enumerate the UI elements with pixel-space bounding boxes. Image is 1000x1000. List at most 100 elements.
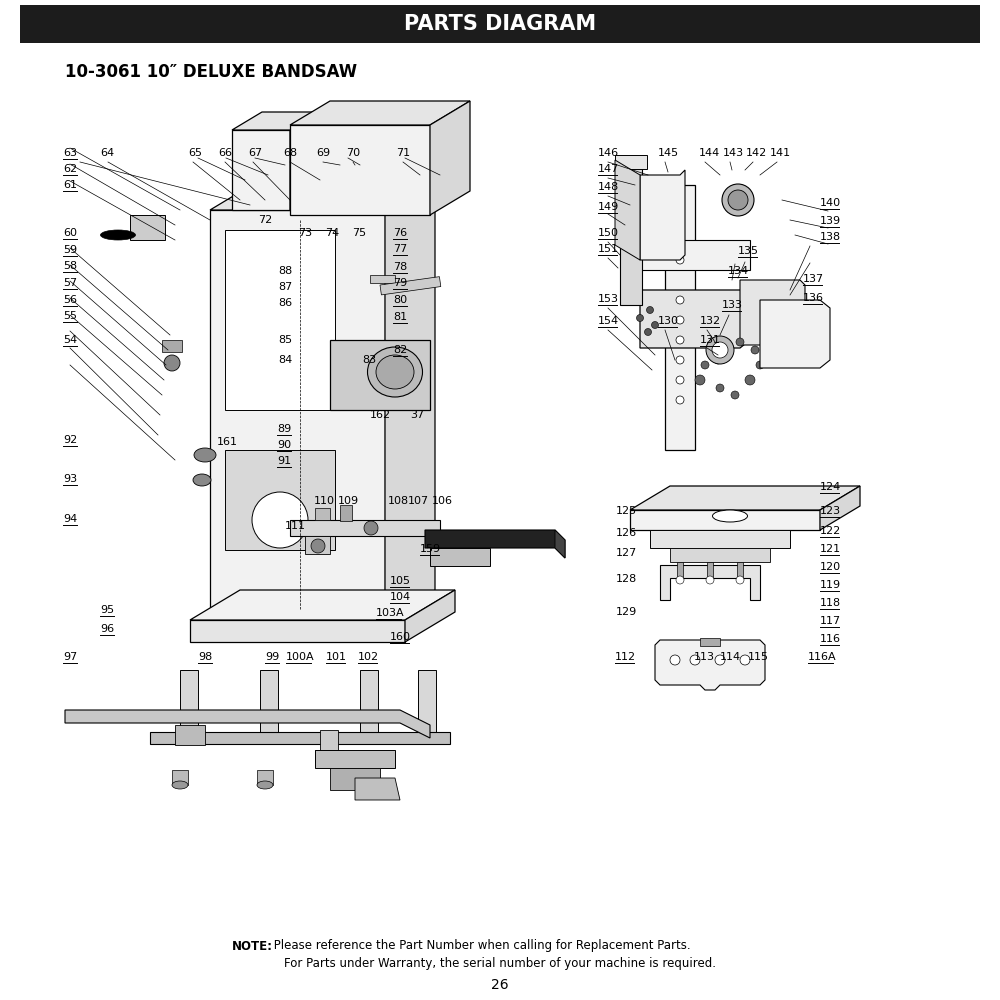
- Text: Please reference the Part Number when calling for Replacement Parts.: Please reference the Part Number when ca…: [270, 940, 691, 952]
- Text: 124: 124: [820, 482, 841, 492]
- Text: 160: 160: [390, 632, 411, 642]
- Polygon shape: [740, 280, 805, 345]
- Text: 97: 97: [63, 652, 77, 662]
- Bar: [315, 508, 330, 520]
- Polygon shape: [405, 590, 455, 642]
- Text: 104: 104: [390, 592, 411, 602]
- Bar: [225, 450, 335, 550]
- Text: 69: 69: [316, 148, 330, 158]
- Bar: [700, 638, 720, 646]
- Text: 148: 148: [598, 182, 619, 192]
- Text: 84: 84: [278, 355, 292, 365]
- Circle shape: [252, 492, 308, 548]
- Bar: [210, 210, 385, 620]
- Text: 78: 78: [393, 262, 407, 272]
- Text: 129: 129: [616, 607, 637, 617]
- Text: 56: 56: [63, 295, 77, 305]
- Circle shape: [164, 355, 180, 371]
- Text: 37: 37: [410, 410, 424, 420]
- Bar: [418, 670, 436, 735]
- Bar: [707, 562, 713, 580]
- Bar: [315, 750, 395, 768]
- Bar: [315, 750, 343, 762]
- Circle shape: [706, 336, 734, 364]
- Text: 144: 144: [699, 148, 720, 158]
- Text: 150: 150: [598, 228, 619, 238]
- Bar: [340, 505, 352, 521]
- Text: 99: 99: [265, 652, 279, 662]
- Text: 66: 66: [218, 148, 232, 158]
- Text: 58: 58: [63, 261, 77, 271]
- Text: 142: 142: [746, 148, 767, 158]
- Text: 79: 79: [393, 278, 407, 288]
- Text: 145: 145: [658, 148, 679, 158]
- Text: 120: 120: [820, 562, 841, 572]
- Text: 106: 106: [432, 496, 453, 506]
- Text: 139: 139: [820, 216, 841, 226]
- Polygon shape: [655, 640, 765, 690]
- Bar: [737, 562, 743, 580]
- Text: 103A: 103A: [376, 608, 405, 618]
- Polygon shape: [555, 530, 565, 558]
- Circle shape: [740, 655, 750, 665]
- Ellipse shape: [712, 510, 748, 522]
- Text: 74: 74: [325, 228, 339, 238]
- Circle shape: [714, 356, 722, 364]
- Text: 111: 111: [285, 521, 306, 531]
- Text: 83: 83: [362, 355, 376, 365]
- Polygon shape: [430, 101, 470, 215]
- Text: 153: 153: [598, 294, 619, 304]
- Text: 134: 134: [728, 266, 749, 276]
- Circle shape: [751, 346, 759, 354]
- Bar: [650, 530, 790, 548]
- Text: 54: 54: [63, 335, 77, 345]
- Bar: [257, 770, 273, 785]
- Circle shape: [676, 356, 684, 364]
- Bar: [320, 730, 338, 760]
- Circle shape: [701, 361, 709, 369]
- Polygon shape: [640, 170, 685, 260]
- Text: 100A: 100A: [286, 652, 315, 662]
- Text: 98: 98: [198, 652, 212, 662]
- Text: For Parts under Warranty, the serial number of your machine is required.: For Parts under Warranty, the serial num…: [284, 956, 716, 970]
- Text: 126: 126: [616, 528, 637, 538]
- Polygon shape: [190, 590, 455, 620]
- Text: 130: 130: [658, 316, 679, 326]
- Text: 108: 108: [388, 496, 409, 506]
- Text: 136: 136: [803, 293, 824, 303]
- Circle shape: [690, 655, 700, 665]
- Text: NOTE:: NOTE:: [232, 940, 273, 952]
- Circle shape: [676, 296, 684, 304]
- Circle shape: [364, 521, 378, 535]
- Circle shape: [695, 375, 705, 385]
- Text: 105: 105: [390, 576, 411, 586]
- Text: 55: 55: [63, 311, 77, 321]
- Text: 118: 118: [820, 598, 841, 608]
- Text: 94: 94: [63, 514, 77, 524]
- Text: 75: 75: [352, 228, 366, 238]
- Bar: [630, 240, 750, 270]
- Text: 132: 132: [700, 316, 721, 326]
- Circle shape: [644, 328, 652, 336]
- Circle shape: [676, 256, 684, 264]
- Text: 137: 137: [803, 274, 824, 284]
- Circle shape: [676, 336, 684, 344]
- Circle shape: [706, 576, 714, 584]
- Polygon shape: [385, 180, 435, 620]
- Text: 63: 63: [63, 148, 77, 158]
- Bar: [172, 770, 188, 785]
- Text: 133: 133: [722, 300, 743, 310]
- Bar: [305, 536, 330, 554]
- Ellipse shape: [194, 448, 216, 462]
- Polygon shape: [425, 530, 565, 558]
- Circle shape: [712, 342, 728, 358]
- Bar: [290, 125, 430, 215]
- Bar: [380, 277, 441, 295]
- Text: 117: 117: [820, 616, 841, 626]
- Circle shape: [676, 576, 684, 584]
- Text: 85: 85: [278, 335, 292, 345]
- Polygon shape: [820, 486, 860, 530]
- Circle shape: [722, 184, 754, 216]
- Text: 135: 135: [738, 246, 759, 256]
- Text: 110: 110: [314, 496, 335, 506]
